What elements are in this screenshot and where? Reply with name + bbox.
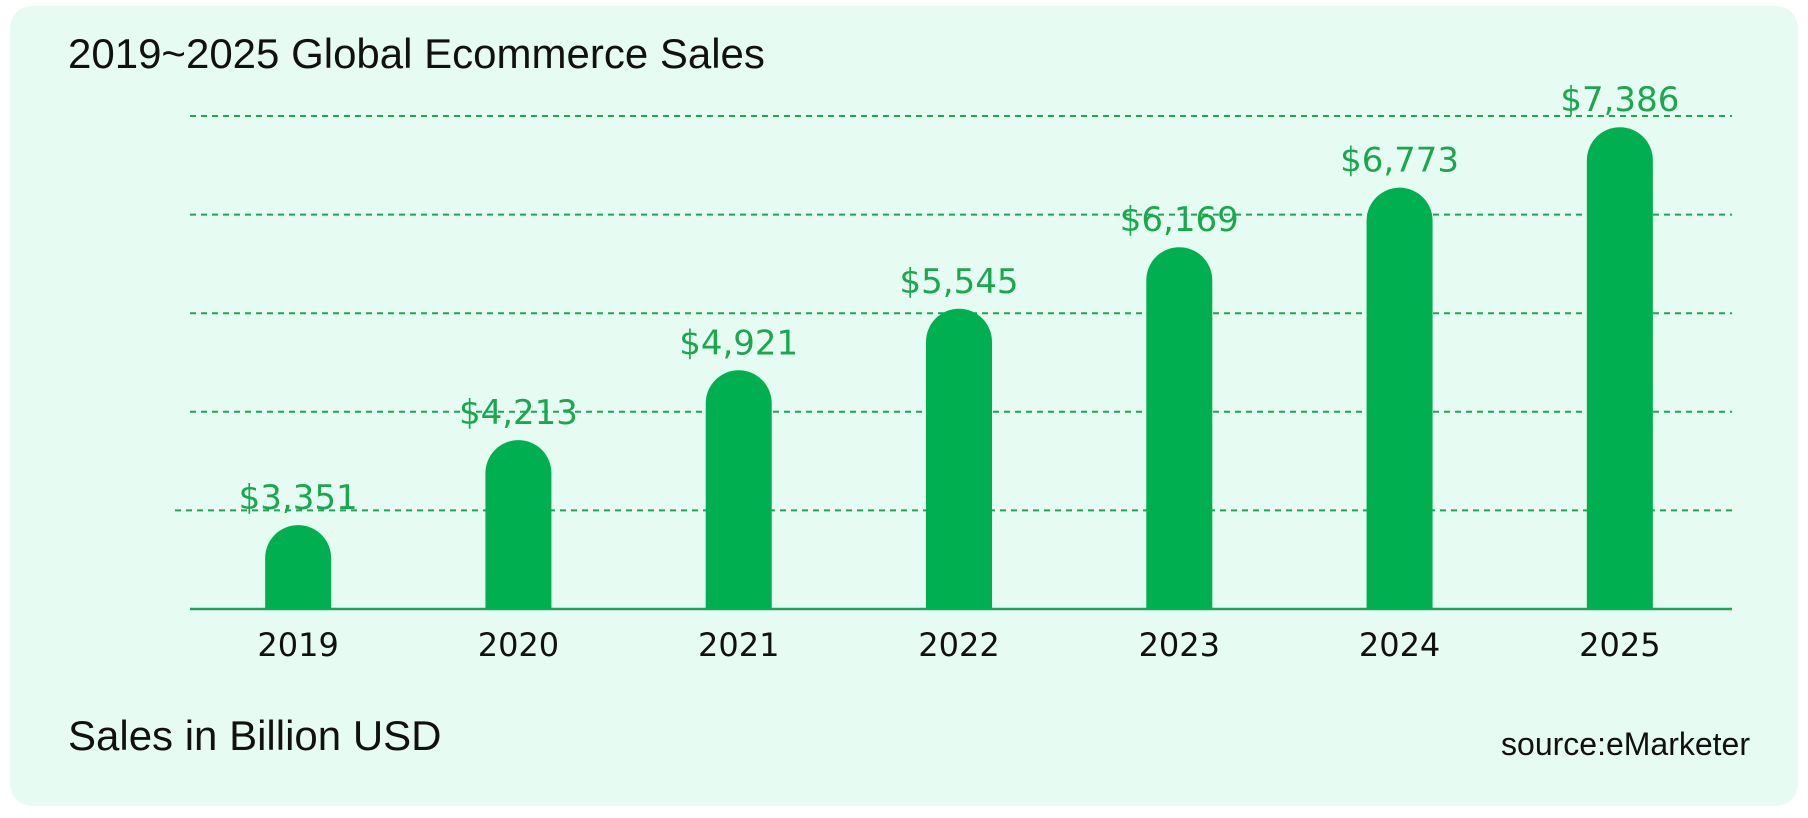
bar — [265, 525, 332, 609]
x-tick-label: 2025 — [1579, 626, 1660, 664]
unit-label: Sales in Billion USD — [68, 712, 442, 759]
bar — [705, 370, 772, 609]
bar-value-label: $5,545 — [900, 262, 1019, 302]
x-tick-labels: 2019 2020 2021 2022 2023 2024 2025 — [257, 626, 1660, 664]
bar — [926, 308, 992, 609]
bar-value-label: $3,351 — [239, 478, 358, 518]
bar — [485, 440, 552, 609]
chart-title: 2019~2025 Global Ecommerce Sales — [68, 30, 765, 77]
x-tick-label: 2022 — [918, 626, 999, 664]
x-tick-label: 2019 — [257, 626, 338, 664]
bar-value-label: $6,773 — [1340, 141, 1459, 181]
bar — [1366, 187, 1433, 609]
bar-value-label: $6,169 — [1120, 200, 1239, 240]
value-labels: $3,351 $4,213 $4,921 $5,545 $6,169 $6,773 $7,3… — [239, 80, 1680, 518]
bar — [1146, 247, 1213, 609]
x-tick-label: 2023 — [1139, 626, 1220, 664]
chart-card — [10, 6, 1798, 806]
x-tick-label: 2021 — [698, 626, 779, 664]
source-note: source:eMarketer — [1501, 726, 1750, 762]
bar-value-label: $4,213 — [459, 393, 578, 433]
x-tick-label: 2024 — [1359, 626, 1440, 664]
x-tick-label: 2020 — [478, 626, 559, 664]
bar-value-label: $7,386 — [1560, 80, 1679, 120]
bar — [1586, 127, 1653, 609]
bar-value-label: $4,921 — [679, 323, 798, 363]
bars — [265, 127, 1653, 609]
